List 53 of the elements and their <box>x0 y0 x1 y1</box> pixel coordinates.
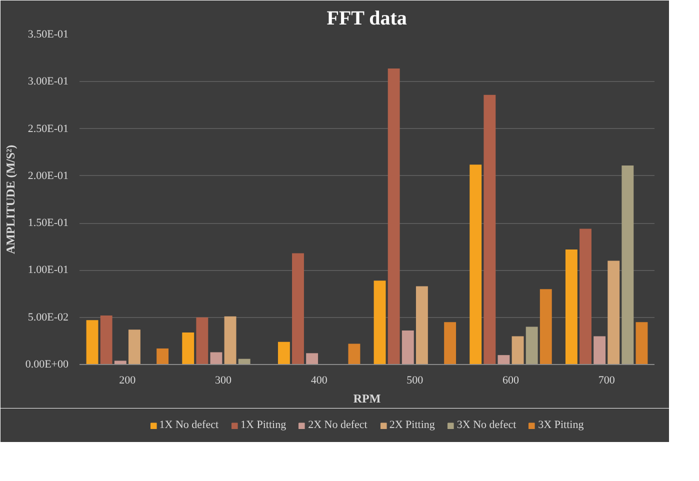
bar <box>444 322 456 364</box>
bar <box>128 330 140 364</box>
bar <box>512 336 524 364</box>
y-tick-label: 1.50E-01 <box>28 217 69 230</box>
bar <box>306 353 318 364</box>
x-tick-label: 300 <box>215 374 232 386</box>
bar <box>86 320 98 364</box>
y-tick-label: 2.50E-01 <box>28 122 69 135</box>
bar <box>526 326 538 364</box>
bar <box>580 228 592 364</box>
legend-label: 1X Pitting <box>240 419 286 431</box>
x-tick-label: 400 <box>310 374 328 386</box>
bar <box>224 316 236 364</box>
bar <box>210 352 222 364</box>
bar <box>402 330 414 364</box>
bar <box>182 332 194 364</box>
bar <box>636 322 648 364</box>
chart-title: FFT data <box>326 8 407 30</box>
bar <box>622 166 634 364</box>
bar <box>388 68 400 364</box>
bar <box>484 94 496 364</box>
legend-label: 1X No defect <box>159 419 219 431</box>
legend-label: 2X Pitting <box>389 419 435 431</box>
bar <box>114 360 126 364</box>
y-tick-label: 2.00E-01 <box>28 170 69 182</box>
bar <box>608 260 620 364</box>
bar <box>196 317 208 364</box>
x-tick-label: 500 <box>406 374 424 386</box>
x-axis-title: RPM <box>353 392 381 406</box>
y-tick-label: 1.00E-01 <box>28 264 69 276</box>
bar <box>565 249 578 364</box>
y-tick-label: 3.50E-01 <box>28 28 69 40</box>
bar <box>416 286 428 364</box>
legend-label: 2X No defect <box>308 419 368 431</box>
y-tick-label: 3.00E-01 <box>28 76 69 88</box>
bar <box>292 253 304 364</box>
y-tick-label: 5.00E-02 <box>28 311 69 324</box>
bar <box>594 336 606 364</box>
legend-label: 3X No defect <box>456 419 516 431</box>
legend-label: 3X Pitting <box>538 419 584 431</box>
bar <box>540 289 552 364</box>
bar <box>498 355 510 364</box>
bar <box>470 164 482 364</box>
bar <box>374 280 386 364</box>
y-axis-title: AMPLITUDE (M/S²) <box>3 144 18 254</box>
bar <box>278 342 290 364</box>
y-tick-label: 0.00E+00 <box>25 358 69 370</box>
x-tick-label: 200 <box>119 374 136 386</box>
bar <box>100 315 112 364</box>
bar <box>156 348 169 364</box>
bar <box>348 344 360 364</box>
x-tick-label: 600 <box>502 374 520 386</box>
x-tick-label: 700 <box>598 374 616 386</box>
